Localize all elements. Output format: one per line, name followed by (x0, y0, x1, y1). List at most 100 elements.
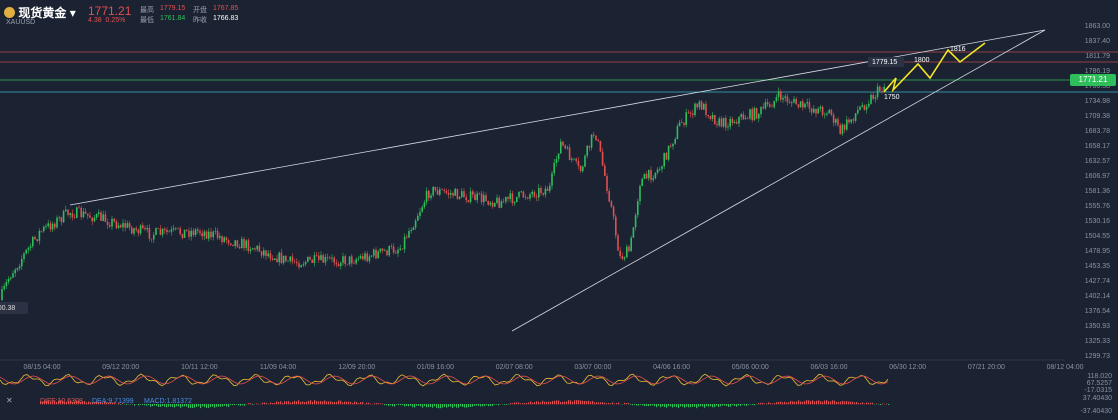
candle (403, 236, 406, 250)
candle (36, 239, 38, 241)
candle (788, 102, 791, 104)
macd-bar (772, 403, 774, 405)
macd-bar (76, 400, 78, 405)
macd-bar (602, 402, 604, 405)
macd-bar (736, 404, 738, 407)
candle (12, 273, 14, 278)
macd-bar (654, 404, 656, 407)
candle (654, 172, 657, 179)
macd-bar (410, 404, 412, 406)
macd-bar (776, 402, 778, 405)
macd-bar (540, 402, 542, 405)
macd-bar (100, 401, 102, 405)
macd-bar (630, 404, 632, 405)
time-tick-label: 01/09 16:00 (417, 364, 454, 371)
macd-bar (276, 401, 278, 405)
candle (51, 223, 54, 230)
macd-bar (542, 400, 544, 405)
time-tick-label: 05/06 00:00 (732, 364, 769, 371)
macd-bar (752, 404, 754, 405)
macd-bar (438, 404, 440, 409)
candle (533, 191, 536, 197)
candle (733, 122, 736, 124)
candle (194, 229, 197, 236)
candle (610, 201, 613, 207)
candle (643, 173, 646, 179)
candle (238, 246, 241, 249)
candle (747, 118, 749, 119)
candle (881, 91, 883, 92)
macd-bar (788, 402, 790, 405)
macd-bar (518, 402, 520, 405)
candle (95, 213, 98, 218)
macd-bar (300, 401, 302, 405)
macd-bar (270, 402, 272, 405)
candle (780, 91, 782, 100)
macd-bar (674, 404, 676, 407)
candle (291, 256, 294, 262)
candle (652, 178, 654, 180)
candle (623, 257, 626, 259)
candle (835, 119, 837, 123)
candle (553, 162, 555, 174)
candle (421, 207, 423, 212)
candle (148, 228, 151, 239)
macd-bar (304, 402, 306, 405)
macd-bar (192, 404, 194, 409)
candle (672, 143, 674, 147)
macd-bar (42, 401, 44, 405)
candle (307, 256, 309, 263)
candle (520, 191, 522, 193)
macd-bar (760, 402, 762, 405)
candle (60, 217, 63, 223)
macd-bar (558, 400, 560, 405)
candle (566, 147, 569, 149)
macd-bar (812, 400, 814, 405)
candle (755, 108, 758, 119)
macd-bar (706, 404, 708, 407)
candle (410, 230, 412, 232)
candle (491, 202, 494, 207)
macd-bar (778, 402, 780, 405)
candle (84, 211, 87, 214)
time-tick-label: 02/07 08:00 (496, 364, 533, 371)
candle (632, 227, 635, 238)
macd-bar (346, 401, 348, 405)
title[interactable]: 现货黄金 ▾ (4, 4, 76, 21)
macd-bar (710, 404, 712, 407)
macd-tick-label: 118.020 (1087, 373, 1112, 380)
macd-bar (636, 404, 638, 406)
macd-bar (398, 404, 400, 406)
macd-bar (690, 404, 692, 408)
candle (447, 192, 450, 195)
macd-bar (676, 404, 678, 408)
candle (606, 175, 608, 192)
candle (612, 206, 615, 217)
candle (544, 188, 547, 195)
macd-bar (412, 404, 414, 408)
macd-bar (494, 404, 496, 405)
macd-bar (220, 404, 222, 407)
candle (177, 227, 179, 229)
forecast-arrow (883, 42, 986, 93)
candle (705, 103, 707, 116)
macd-bar (204, 404, 206, 408)
candle (219, 236, 221, 238)
annotation: 1816 (950, 46, 966, 53)
candle (65, 209, 67, 212)
candle (348, 256, 351, 265)
macd-bar (850, 401, 852, 405)
macd-bar (384, 404, 386, 406)
macd-bar (522, 403, 524, 405)
macd-bar (684, 404, 686, 408)
macd-bar (882, 403, 884, 405)
candle (124, 223, 126, 228)
candle (714, 114, 716, 125)
macd-bar (396, 404, 398, 405)
macd-bar (680, 404, 682, 407)
candle (630, 237, 632, 251)
candle (496, 197, 498, 204)
price-tick-label: 1376.54 (1085, 308, 1110, 315)
candle (62, 211, 65, 223)
candle (333, 257, 335, 263)
